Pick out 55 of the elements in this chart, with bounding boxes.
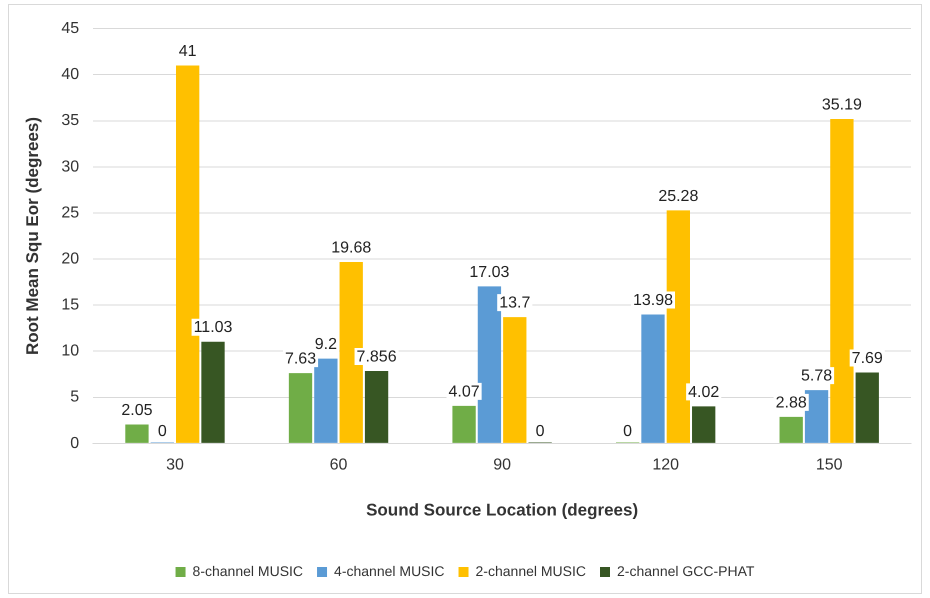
data-label: 35.19 <box>822 96 862 114</box>
data-label: 2.05 <box>121 402 153 419</box>
bar <box>201 342 225 443</box>
data-label: 25.28 <box>658 188 698 205</box>
y-tick-label: 20 <box>61 250 80 268</box>
data-label: 7.63 <box>284 350 316 368</box>
bar <box>478 286 502 443</box>
x-axis-title: Sound Source Location (degrees) <box>366 500 638 520</box>
bar <box>804 390 828 443</box>
y-tick-label: 15 <box>61 296 80 314</box>
data-label: 11.03 <box>194 319 233 336</box>
bar <box>856 372 879 443</box>
data-label: 17.03 <box>469 264 510 281</box>
data-label: 13.7 <box>499 294 530 312</box>
y-tick-label: 30 <box>61 158 80 176</box>
legend-label: 8-channel MUSIC <box>192 562 304 579</box>
data-label: 4.02 <box>688 384 720 401</box>
x-tick-label: 120 <box>652 456 680 474</box>
bar <box>830 119 854 443</box>
data-label: 7.856 <box>356 348 397 366</box>
data-label: 9.2 <box>314 336 338 354</box>
bar <box>503 317 526 443</box>
data-label: 7.69 <box>852 350 883 367</box>
x-tick-label: 30 <box>166 456 184 474</box>
y-axis-title: Root Mean Squ Eor (degrees) <box>22 116 42 356</box>
data-label: 13.98 <box>632 292 674 309</box>
bar <box>692 406 716 443</box>
bar <box>641 314 665 443</box>
y-tick-label: 0 <box>70 434 80 452</box>
data-label: 0 <box>623 422 632 440</box>
y-tick-label: 5 <box>70 388 80 406</box>
x-tick-label: 150 <box>816 456 843 474</box>
data-label: 19.68 <box>331 239 372 256</box>
legend-label: 2-channel GCC-PHAT <box>617 562 755 579</box>
data-label: 0 <box>536 422 545 440</box>
bar <box>364 370 388 443</box>
y-tick-label: 45 <box>61 20 80 38</box>
bar <box>314 358 338 443</box>
y-tick-label: 10 <box>61 342 80 360</box>
legend-label: 2-channel MUSIC <box>476 562 586 579</box>
data-label: 2.88 <box>776 394 807 412</box>
data-label: 4.07 <box>448 383 480 400</box>
bar <box>125 424 149 443</box>
y-tick-label: 35 <box>61 112 80 130</box>
x-tick-label: 60 <box>330 456 348 474</box>
data-label: 5.78 <box>800 368 832 385</box>
bar <box>780 416 803 443</box>
legend-label: 4-channel MUSIC <box>334 562 445 579</box>
data-label: 41 <box>178 42 197 60</box>
bar <box>288 373 312 443</box>
y-tick-label: 40 <box>61 66 80 84</box>
data-label: 0 <box>158 422 167 440</box>
y-tick-label: 25 <box>61 204 80 222</box>
bar <box>452 406 476 443</box>
x-tick-label: 90 <box>493 456 512 474</box>
